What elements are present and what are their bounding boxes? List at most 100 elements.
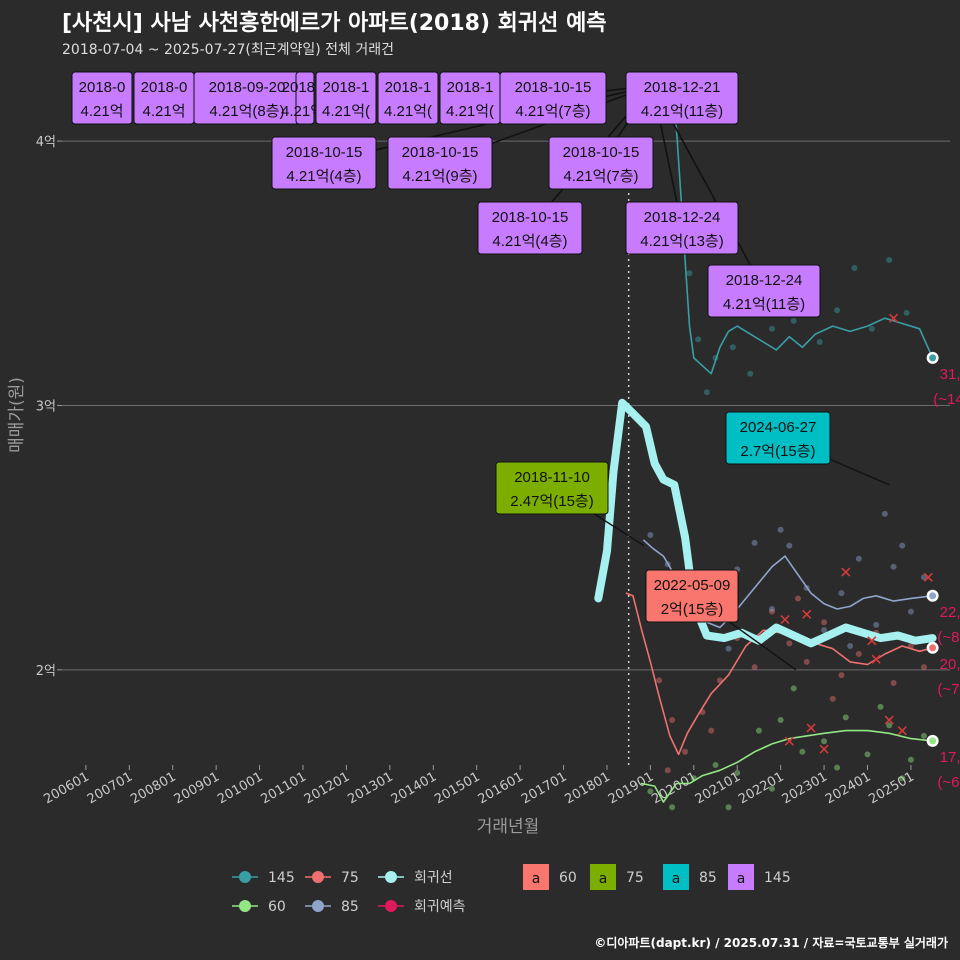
trade-point-85 <box>751 539 758 546</box>
trade-point-85 <box>786 542 793 549</box>
trade-point-75 <box>669 717 676 724</box>
callout-date: 2018-1 <box>323 79 370 96</box>
end-area-label: (~60㎡) <box>937 774 960 791</box>
x-tick-label: 202201 <box>736 769 786 807</box>
callout-label: 2018-0 4.21억 <box>71 71 133 125</box>
callout-label: 2018-10-15 4.21억(4층) <box>271 136 377 190</box>
prediction-mark <box>780 615 790 625</box>
trade-point-60 <box>920 732 927 739</box>
legend-label: 145 <box>764 870 791 886</box>
callout-label: 2018-09-20 4.21억(8층) <box>193 71 301 125</box>
prediction-mark <box>802 609 812 619</box>
callout-box <box>315 71 377 125</box>
trade-point-60 <box>799 748 806 755</box>
end-point-inner <box>929 592 937 600</box>
legend-key-point <box>239 871 251 883</box>
y-axis-title: 매매가(원) <box>7 377 27 453</box>
end-area-label: (~75㎡) <box>937 681 960 698</box>
trade-point-75 <box>751 664 758 671</box>
grid <box>57 140 950 770</box>
prediction-mark <box>819 744 829 754</box>
callout-price: 2.47억(15층) <box>510 493 593 510</box>
trade-point-145 <box>851 264 858 271</box>
prediction-mark <box>897 726 907 736</box>
callout-box <box>645 569 739 623</box>
callout-label: 2018-11-10 2.47억(15층) <box>495 461 609 515</box>
trade-point-60 <box>647 788 654 795</box>
legend-label-key <box>663 864 689 890</box>
x-tick-label: 201801 <box>562 769 612 807</box>
callout-price: 4.21억( <box>446 103 494 120</box>
trade-point-145 <box>834 307 841 314</box>
x-axis-title: 거래년월 <box>477 817 540 837</box>
trade-point-75 <box>656 677 663 684</box>
callout-date: 2018-10-15 <box>563 144 640 161</box>
trade-point-60 <box>886 722 893 729</box>
callout-price: 4.21억(11층) <box>641 103 723 120</box>
trade-point-85 <box>920 574 927 581</box>
callout-box <box>495 461 609 515</box>
prediction-mark <box>923 572 933 582</box>
trade-point-145 <box>903 309 910 316</box>
trade-point-75 <box>855 650 862 657</box>
callouts: 2018-0 4.21억 2018-0 4.21억 2018-09-20 4.21억(8층… <box>71 71 831 623</box>
callout-box <box>707 264 821 318</box>
trade-point-75 <box>890 680 897 687</box>
callout-price: 4.21억(11층) <box>723 296 805 313</box>
callout-label: 2024-06-27 2.7억(15층) <box>725 411 831 465</box>
x-tick-label: 202501 <box>866 769 916 807</box>
trade-point-75 <box>920 664 927 671</box>
trade-point-85 <box>890 563 897 570</box>
prediction-mark <box>806 723 816 733</box>
trade-point-85 <box>725 645 732 652</box>
end-value-label: 20,833 <box>940 656 960 673</box>
callout-date: 2018-0 <box>141 79 188 96</box>
x-tick-label: 201501 <box>432 769 482 807</box>
callout-date: 2022-05-09 <box>654 577 731 594</box>
trade-point-75 <box>821 619 828 626</box>
prediction-mark <box>841 567 851 577</box>
legend-label-key-letter: a <box>737 871 746 887</box>
callout-label: 2018-1 4.21억( <box>439 71 501 125</box>
callout-box <box>499 71 607 125</box>
callout-price: 4.21억(13층) <box>640 233 723 250</box>
legend-label: 145 <box>268 870 295 886</box>
prediction-mark <box>888 313 899 323</box>
callout-price: 4.21억(9층) <box>402 168 477 185</box>
trade-point-60 <box>669 804 676 811</box>
callout-box <box>71 71 133 125</box>
callout-date: 2018-1 <box>385 79 432 96</box>
callout-label: 2018-12-24 4.21억(13층) <box>625 201 739 255</box>
callout-price: 4.21억(8층) <box>209 103 284 120</box>
trade-point-85 <box>881 510 888 517</box>
callout-box <box>387 136 493 190</box>
end-area-label: (~145㎡) <box>933 391 960 408</box>
trade-point-75 <box>829 695 836 702</box>
callout-label: 2018-10-15 4.21억(7층) <box>499 71 607 125</box>
legend-key-point <box>312 900 324 912</box>
legend-label: 85 <box>341 899 359 915</box>
x-tick-label: 201001 <box>215 769 265 807</box>
callout-price: 2억(15층) <box>661 601 724 618</box>
trade-point-85 <box>647 532 654 538</box>
callout-price: 4.21억 <box>143 103 186 120</box>
caption: ©디아파트(dapt.kr) / 2025.07.31 / 자료=국토교통부 실… <box>594 935 948 950</box>
trade-point-75 <box>795 595 802 602</box>
legend-label-key-letter: a <box>532 871 541 887</box>
x-tick-label: 200901 <box>172 769 222 807</box>
callout-date: 2018-12-21 <box>644 79 721 96</box>
trade-point-145 <box>768 325 775 332</box>
trade-point-60 <box>899 775 906 782</box>
callout-box <box>477 201 583 255</box>
x-tick-label: 201401 <box>389 769 439 807</box>
chart-subtitle: 2018-07-04 ~ 2025-07-27(최근계약일) 전체 거래건 <box>62 42 394 58</box>
callout-date: 2018-09-20 <box>209 79 286 96</box>
trade-point-75 <box>803 658 810 665</box>
trade-point-60 <box>768 785 775 792</box>
trade-point-60 <box>725 804 732 811</box>
trade-point-85 <box>847 643 854 650</box>
trade-point-145 <box>686 270 693 277</box>
trade-point-85 <box>838 590 845 597</box>
x-tick-label: 201701 <box>519 769 569 807</box>
legend-label-key-letter: a <box>599 871 608 887</box>
